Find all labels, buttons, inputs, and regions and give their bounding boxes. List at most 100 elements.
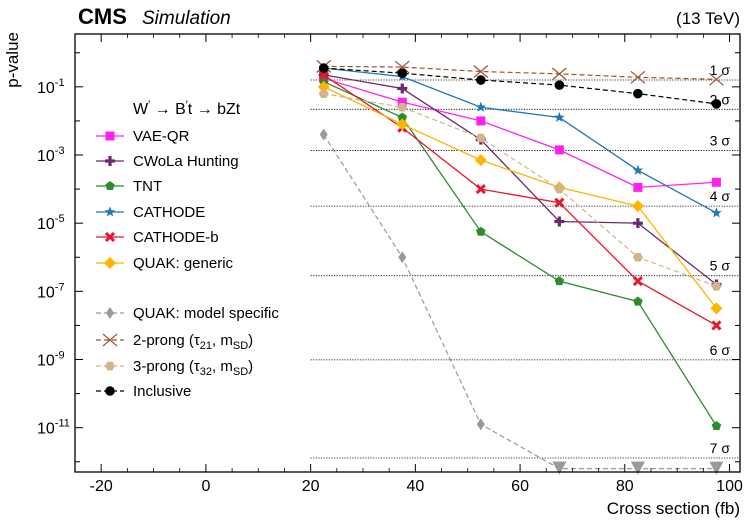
series-2-point-4 <box>633 296 643 306</box>
series-9 <box>318 63 722 109</box>
x-axis-title: Cross section (fb) <box>607 499 740 518</box>
legend-label-2: TNT <box>133 178 162 195</box>
legend-marker-9 <box>105 386 115 396</box>
series-4-point-0 <box>318 69 329 80</box>
series-5-point-4 <box>631 200 644 213</box>
legend-marker-4 <box>104 231 116 243</box>
series-1-point-1 <box>397 83 408 94</box>
series-7 <box>316 59 724 86</box>
sigma-label-4: 4 σ <box>710 188 731 204</box>
series-7-point-1 <box>394 60 410 74</box>
series-7-point-2 <box>473 65 489 78</box>
series-4-point-5 <box>711 320 722 331</box>
series-3-point-2 <box>475 101 487 112</box>
series-7-point-4 <box>630 70 646 84</box>
series-1-point-4 <box>632 218 643 229</box>
series-line-2 <box>323 81 717 427</box>
series-2-point-3 <box>554 276 565 286</box>
y-tick-label-1: 10-3 <box>37 145 65 165</box>
series-8-point-0 <box>318 89 329 98</box>
legend-marker-3 <box>104 206 116 217</box>
series-line-6 <box>323 134 717 470</box>
series-2-point-2 <box>476 226 486 236</box>
legend-label-3: CATHODE <box>133 204 205 221</box>
series-line-4 <box>323 74 717 326</box>
legend-marker-1 <box>105 156 115 166</box>
series-8-point-5 <box>711 281 722 291</box>
series-9-point-5 <box>711 99 722 109</box>
series-line-9 <box>323 67 717 105</box>
series-6-point-5 <box>709 461 724 475</box>
x-tick-label-5: 80 <box>616 478 634 495</box>
x-tick-label-1: 0 <box>201 478 210 495</box>
series-6-point-4 <box>630 461 645 475</box>
y-axis-title: p-value <box>3 32 22 88</box>
legend-item-2: TNT <box>96 178 162 195</box>
legend: W′ → B′t → bZt VAE-QR CWoLa Hunting TNT CATH… <box>96 99 279 400</box>
series-9-point-0 <box>318 63 329 73</box>
series-6-point-3 <box>552 461 567 475</box>
series-line-3 <box>323 67 717 214</box>
legend-item-1: CWoLa Hunting <box>96 153 239 170</box>
x-tick-label-6: 100 <box>716 478 743 495</box>
series-line-7 <box>323 65 717 80</box>
y-tick-label-2: 10-5 <box>37 213 65 233</box>
series-1-point-3 <box>554 216 565 227</box>
legend-item-8: 3-prong (τ32, mSD) <box>96 358 253 378</box>
y-tick-label-0: 10-1 <box>37 77 65 97</box>
series-3 <box>318 62 722 218</box>
series-3-point-5 <box>711 207 722 218</box>
legend-item-9: Inclusive <box>96 383 191 400</box>
y-tick-label-4: 10-9 <box>37 350 65 370</box>
legend-label-8: 3-prong (τ32, mSD) <box>133 358 253 378</box>
sigma-label-5: 5 σ <box>710 258 731 274</box>
x-tick-label-3: 40 <box>406 478 424 495</box>
legend-item-0: VAE-QR <box>96 128 190 145</box>
series-5 <box>317 80 723 315</box>
simulation-label: Simulation <box>142 8 231 29</box>
sigma-label-6: 6 σ <box>710 342 731 358</box>
series-7-point-5 <box>709 72 724 86</box>
legend-marker-5 <box>104 257 116 269</box>
series-line-0 <box>323 77 717 189</box>
legend-marker-6 <box>106 307 114 319</box>
plot-border <box>74 33 741 473</box>
series-5-point-5 <box>710 302 723 315</box>
series-0-point-5 <box>711 177 721 187</box>
series-2 <box>318 76 722 431</box>
series-2-point-1 <box>397 112 408 122</box>
series-4 <box>318 69 722 331</box>
energy-label: (13 TeV) <box>676 9 740 28</box>
series-6 <box>319 128 724 475</box>
series-0-point-2 <box>476 116 486 126</box>
legend-item-6: QUAK: model specific <box>96 305 279 322</box>
series-5-point-2 <box>474 154 487 167</box>
series-5-point-0 <box>317 80 330 93</box>
y-tick-label-3: 10-7 <box>37 281 65 301</box>
series-6-point-2 <box>476 418 485 431</box>
series-0-point-3 <box>554 145 564 155</box>
series-4-point-4 <box>632 276 643 287</box>
series-9-point-2 <box>476 75 486 85</box>
series-line-8 <box>323 93 717 287</box>
series-3-point-4 <box>632 164 644 175</box>
series-8-point-2 <box>475 133 486 143</box>
legend-item-3: CATHODE <box>96 204 205 221</box>
legend-label-5: QUAK: generic <box>133 255 234 272</box>
series-2-point-5 <box>711 420 722 431</box>
legend-marker-2 <box>105 181 115 191</box>
legend-label-7: 2-prong (τ21, mSD) <box>133 332 253 352</box>
series-0-point-1 <box>397 97 407 107</box>
x-tick-label-2: 20 <box>302 478 320 495</box>
y-tick-label-5: 10-11 <box>37 418 70 438</box>
legend-marker-0 <box>105 131 115 141</box>
series-4-point-3 <box>554 197 565 208</box>
series-7-point-3 <box>551 67 567 81</box>
series-6-point-1 <box>398 251 407 264</box>
x-tick-label-4: 60 <box>511 478 529 495</box>
x-tick-label-0: -20 <box>90 478 113 495</box>
legend-item-7: 2-prong (τ21, mSD) <box>96 332 253 352</box>
axis-ticks: -20 0 20 40 60 80 100 10-1 10-3 10-5 10-7 10-9 10-11 <box>37 34 743 495</box>
series-8 <box>318 89 722 291</box>
